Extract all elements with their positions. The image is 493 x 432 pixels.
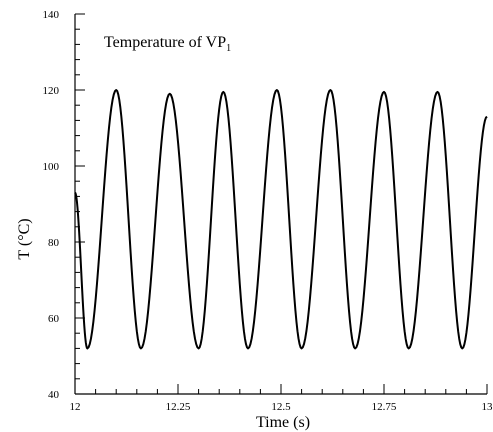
annotation-text: Temperature of VP1	[104, 34, 231, 54]
annotation-subscript: 1	[226, 43, 231, 54]
y-tick-label: 60	[48, 313, 60, 325]
y-axis-title: T (°C)	[16, 218, 33, 259]
y-axis-ticks: 40 60 80 100 120 140	[43, 9, 85, 401]
y-tick-label: 140	[43, 9, 60, 21]
x-axis-ticks: 12 12.25 12.5 12.75 13	[70, 384, 493, 413]
x-tick-label: 12.5	[271, 401, 291, 413]
y-tick-label: 120	[43, 85, 60, 97]
y-tick-label: 40	[48, 389, 60, 401]
y-tick-label: 100	[43, 161, 60, 173]
series-layer	[74, 89, 488, 350]
x-tick-label: 12.25	[166, 401, 191, 413]
series-line-0	[74, 89, 488, 350]
x-tick-label: 12	[70, 401, 81, 413]
x-tick-label: 13	[482, 401, 493, 413]
x-tick-label: 12.75	[372, 401, 397, 413]
x-axis-title: Time (s)	[256, 414, 310, 431]
y-tick-label: 80	[48, 237, 60, 249]
annotation-prefix: Temperature of VP	[104, 34, 226, 51]
